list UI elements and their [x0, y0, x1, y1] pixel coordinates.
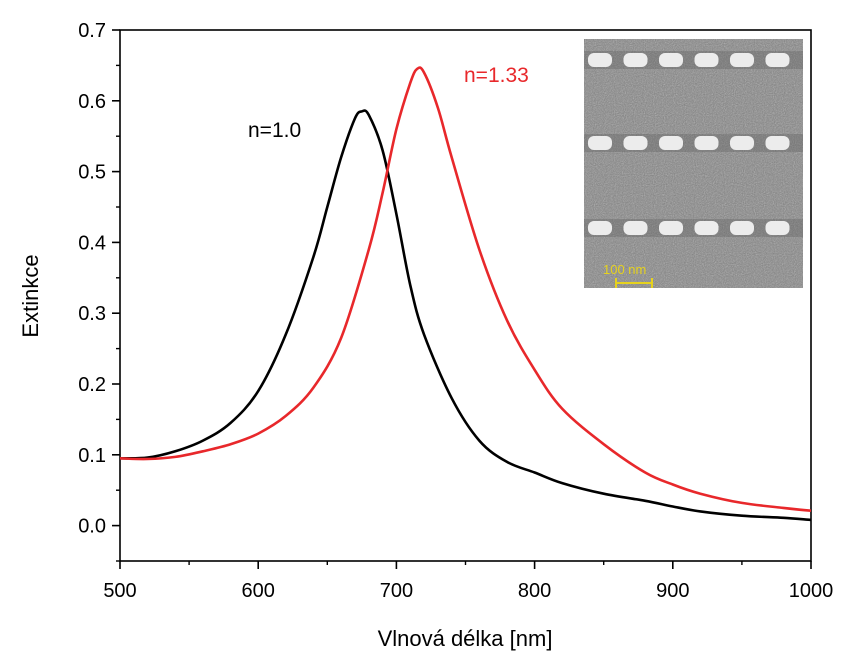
sem-particle [588, 221, 612, 235]
x-tick-label: 600 [242, 580, 275, 602]
sem-particle [623, 53, 648, 67]
sem-inset-texture [584, 39, 803, 288]
y-axis-title: Extinkce [18, 254, 43, 337]
y-axis-ticks: 0.0 0.1 0.2 0.3 0.4 0.5 0.6 0.7 [78, 20, 120, 562]
sem-particle [659, 221, 683, 235]
sem-particle [588, 53, 612, 67]
sem-particle [659, 53, 683, 67]
series-label-n1: n=1.0 [248, 119, 301, 142]
y-tick-label: 0.0 [78, 516, 106, 538]
series-label-n133: n=1.33 [464, 64, 529, 87]
x-tick-label: 700 [380, 580, 413, 602]
x-tick-label: 900 [656, 580, 689, 602]
y-tick-label: 0.5 [78, 162, 106, 184]
y-tick-label: 0.3 [78, 303, 106, 325]
series-layer [120, 66, 811, 522]
sem-particle [694, 53, 719, 67]
series-line-0 [120, 109, 811, 522]
x-tick-label: 500 [103, 580, 136, 602]
sem-particle [730, 136, 754, 150]
sem-particle [765, 136, 790, 150]
x-tick-label: 800 [518, 580, 551, 602]
y-tick-label: 0.1 [78, 445, 106, 467]
sem-particle [623, 221, 648, 235]
series-line-1 [120, 66, 811, 512]
sem-inset: 100 nm [584, 39, 803, 288]
sem-particle [623, 136, 648, 150]
x-axis-title: Vlnová délka [nm] [378, 626, 553, 651]
x-axis-ticks: 500 600 700 800 900 1000 [103, 561, 833, 602]
y-tick-label: 0.6 [78, 91, 106, 113]
sem-nanoparticles [584, 51, 803, 237]
sem-particle [694, 221, 719, 235]
sem-particle [659, 136, 683, 150]
x-tick-label: 1000 [789, 580, 834, 602]
sem-particle [730, 221, 754, 235]
sem-particle [730, 53, 754, 67]
scale-bar-label: 100 nm [603, 262, 646, 277]
sem-particle [588, 136, 612, 150]
sem-particle [694, 136, 719, 150]
sem-particle [765, 53, 790, 67]
sem-particle [765, 221, 790, 235]
y-tick-label: 0.7 [78, 20, 106, 42]
y-tick-label: 0.4 [78, 232, 106, 254]
y-tick-label: 0.2 [78, 374, 106, 396]
